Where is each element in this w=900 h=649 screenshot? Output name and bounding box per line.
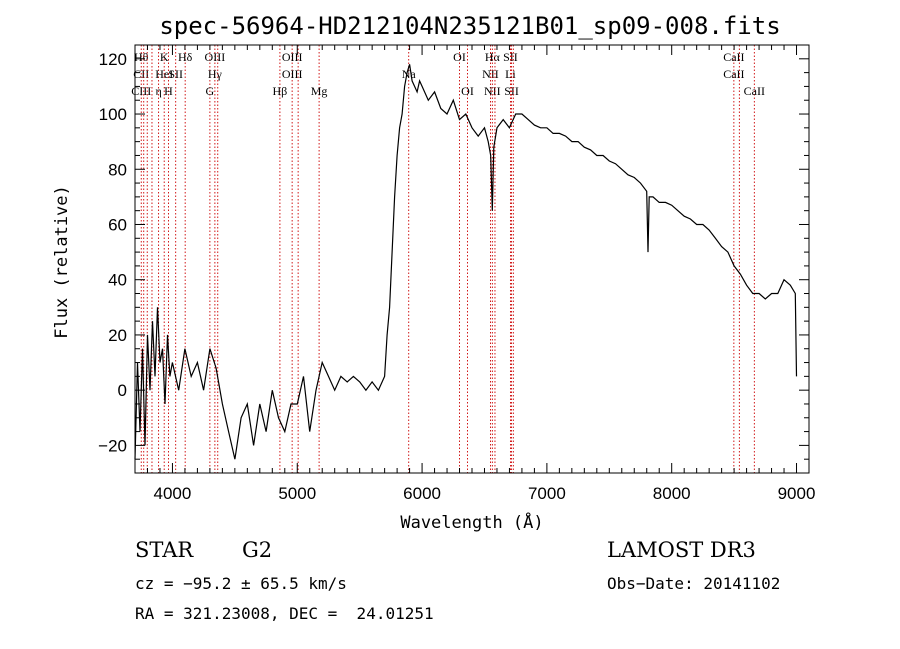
y-axis: −20 0 20 40 60 80 100 120 bbox=[98, 50, 809, 460]
line-marker-label: Hδ bbox=[178, 50, 193, 64]
y-tick-label: 60 bbox=[108, 215, 127, 234]
y-tick-label: 80 bbox=[108, 160, 127, 179]
x-tick-label: 6000 bbox=[403, 484, 441, 503]
line-marker-label: CIII bbox=[131, 84, 151, 98]
line-marker-label: Hβ bbox=[273, 84, 288, 98]
line-marker-label: H bbox=[164, 84, 173, 98]
line-marker-label: OI bbox=[453, 50, 466, 64]
coordinates: RA = 321.23008, DEC = 24.01251 bbox=[135, 604, 434, 623]
line-marker-label: Hθ bbox=[134, 50, 149, 64]
line-marker-label: Mg bbox=[311, 84, 328, 98]
survey-name: LAMOST DR3 bbox=[607, 538, 756, 562]
y-tick-label: 120 bbox=[99, 50, 127, 69]
line-marker-label: OI bbox=[461, 84, 474, 98]
x-tick-label: 8000 bbox=[653, 484, 691, 503]
line-marker-label: G bbox=[206, 84, 215, 98]
plot-frame bbox=[134, 44, 810, 474]
line-marker-label: NII bbox=[484, 84, 501, 98]
x-tick-label: 5000 bbox=[278, 484, 316, 503]
line-marker-label: Hα bbox=[485, 50, 501, 64]
line-marker-label: Hγ bbox=[208, 67, 223, 81]
x-tick-label: 4000 bbox=[154, 484, 192, 503]
line-marker-label: K bbox=[160, 50, 169, 64]
x-tick-label: 9000 bbox=[778, 484, 816, 503]
line-marker-label: SII bbox=[504, 84, 519, 98]
line-marker-label: SII bbox=[503, 50, 518, 64]
redshift-velocity: cz = −95.2 ± 65.5 km/s bbox=[135, 574, 347, 593]
line-marker-label: CaII bbox=[723, 50, 744, 64]
y-tick-label: 40 bbox=[108, 271, 127, 290]
line-marker-label: NII bbox=[482, 67, 499, 81]
line-marker-label: OIII bbox=[282, 50, 303, 64]
x-tick-label: 7000 bbox=[528, 484, 566, 503]
line-marker-label: OIII bbox=[205, 50, 226, 64]
y-tick-label: 20 bbox=[108, 326, 127, 345]
object-subclass: G2 bbox=[242, 538, 273, 562]
line-marker-label: OIII bbox=[282, 67, 303, 81]
line-marker-label: CaII bbox=[723, 67, 744, 81]
spectrum-line bbox=[134, 64, 798, 460]
y-tick-label: 0 bbox=[118, 381, 127, 400]
line-marker-label: Na bbox=[402, 67, 417, 81]
line-marker-label: η bbox=[155, 84, 161, 98]
observation-date: Obs−Date: 20141102 bbox=[607, 574, 781, 593]
x-axis-label: Wavelength (Å) bbox=[400, 511, 543, 533]
y-tick-label: −20 bbox=[98, 436, 127, 455]
y-tick-label: 100 bbox=[99, 105, 127, 124]
line-marker-label: CaII bbox=[744, 84, 765, 98]
object-class: STAR bbox=[135, 538, 194, 562]
line-marker-label: CII bbox=[133, 67, 149, 81]
line-marker-label: Li bbox=[505, 67, 516, 81]
chart-title: spec-56964-HD212104N235121B01_sp09-008.f… bbox=[159, 12, 780, 40]
y-axis-label: Flux (relative) bbox=[52, 185, 72, 339]
x-axis: 4000 5000 6000 7000 8000 9000 bbox=[146, 45, 816, 503]
line-marker-label: SII bbox=[168, 67, 183, 81]
